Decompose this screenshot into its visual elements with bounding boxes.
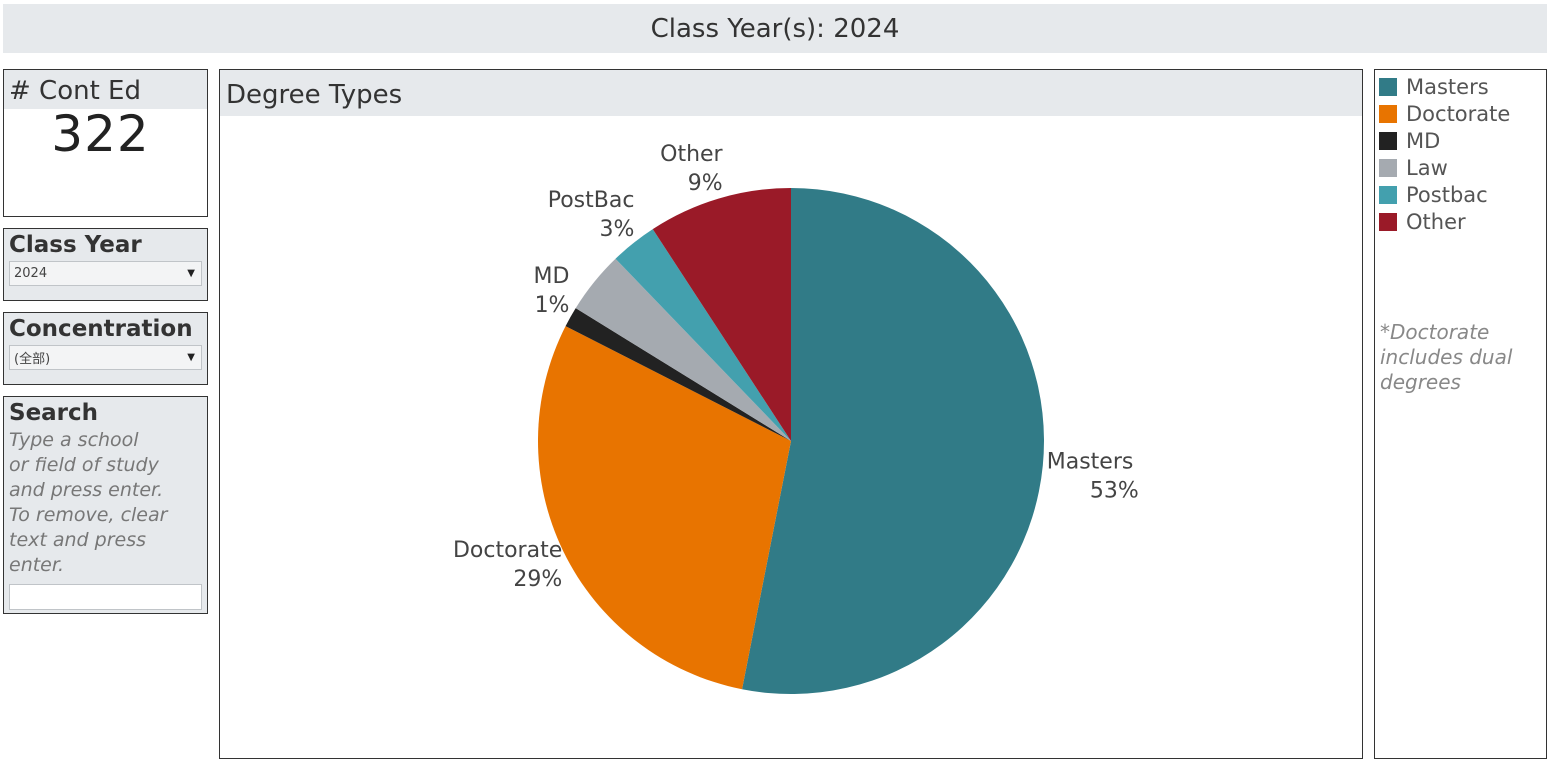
pie-label-other: Other 9%: [660, 142, 723, 196]
search-input[interactable]: [9, 584, 202, 610]
pie-slice-doctorate[interactable]: [538, 326, 791, 690]
search-filter: Search Type a school or field of study a…: [3, 396, 208, 614]
legend-label: Masters: [1406, 74, 1489, 99]
legend-swatch: [1379, 131, 1397, 150]
slice-name-label: Other: [660, 142, 723, 167]
concentration-selected: (全部): [14, 352, 51, 367]
degree-types-chart-panel: Degree Types Masters 53% Doctorate 29% MD 1% P…: [219, 69, 1363, 759]
page-title: Class Year(s): 2024: [3, 4, 1547, 53]
slice-percent-label: 53%: [1090, 478, 1139, 503]
legend-item-masters[interactable]: Masters: [1375, 73, 1546, 100]
class-year-filter: Class Year 2024 ▼: [3, 228, 208, 301]
legend-label: MD: [1406, 128, 1441, 153]
pie-slice-law[interactable]: [575, 258, 791, 441]
legend-label: Postbac: [1406, 182, 1488, 207]
legend-note: *Doctorate includes dual degrees: [1380, 320, 1513, 394]
pie-label-doctorate: Doctorate 29%: [453, 538, 562, 592]
concentration-label: Concentration: [9, 316, 193, 342]
kpi-value: 322: [51, 105, 150, 163]
search-help-text: Type a school or field of study and pres…: [9, 429, 168, 576]
legend-item-postbac[interactable]: Postbac: [1375, 181, 1546, 208]
legend-item-law[interactable]: Law: [1375, 154, 1546, 181]
chevron-down-icon: ▼: [187, 352, 195, 363]
legend-swatch: [1379, 158, 1397, 177]
slice-percent-label: 1%: [535, 293, 570, 318]
pie-slice-postbac[interactable]: [615, 229, 791, 441]
chevron-down-icon: ▼: [187, 268, 195, 279]
pie-label-masters: Masters 53%: [1047, 449, 1139, 503]
slice-name-label: PostBac: [548, 188, 635, 213]
pie-label-md: MD 1%: [534, 264, 570, 318]
class-year-label: Class Year: [9, 232, 142, 258]
slice-name-label: Doctorate: [453, 538, 562, 563]
slice-percent-label: 29%: [513, 567, 562, 592]
legend-item-doctorate[interactable]: Doctorate: [1375, 100, 1546, 127]
pie-label-postbac: PostBac 3%: [548, 188, 635, 242]
pie-slice-masters[interactable]: [742, 188, 1044, 694]
chart-title: Degree Types: [220, 70, 1362, 116]
class-year-dropdown[interactable]: 2024 ▼: [9, 261, 202, 286]
legend-label: Other: [1406, 209, 1466, 234]
slice-percent-label: 3%: [600, 217, 635, 242]
legend-label: Law: [1406, 155, 1448, 180]
legend-swatch: [1379, 185, 1397, 204]
class-year-selected: 2024: [14, 266, 48, 281]
legend-item-md[interactable]: MD: [1375, 127, 1546, 154]
concentration-filter: Concentration (全部) ▼: [3, 312, 208, 385]
legend-panel: Masters Doctorate MD Law Postbac Other *Docto…: [1374, 69, 1547, 759]
legend-label: Doctorate: [1406, 101, 1511, 126]
cont-ed-kpi-card: # Cont Ed 322: [3, 69, 208, 217]
legend-swatch: [1379, 104, 1397, 123]
kpi-label: # Cont Ed: [4, 70, 207, 109]
degree-types-pie-chart: Masters 53% Doctorate 29% MD 1% PostBac 3% Other…: [453, 142, 1139, 694]
pie-slice-other[interactable]: [652, 188, 791, 441]
slice-percent-label: 9%: [688, 171, 723, 196]
concentration-dropdown[interactable]: (全部) ▼: [9, 345, 202, 370]
search-label: Search: [9, 400, 99, 426]
legend-swatch: [1379, 77, 1397, 96]
legend-swatch: [1379, 212, 1397, 231]
legend-item-other[interactable]: Other: [1375, 208, 1546, 235]
legend-list: Masters Doctorate MD Law Postbac Other: [1375, 73, 1546, 235]
pie-slice-md[interactable]: [565, 308, 791, 441]
slice-name-label: Masters: [1047, 449, 1134, 474]
slice-name-label: MD: [534, 264, 570, 289]
